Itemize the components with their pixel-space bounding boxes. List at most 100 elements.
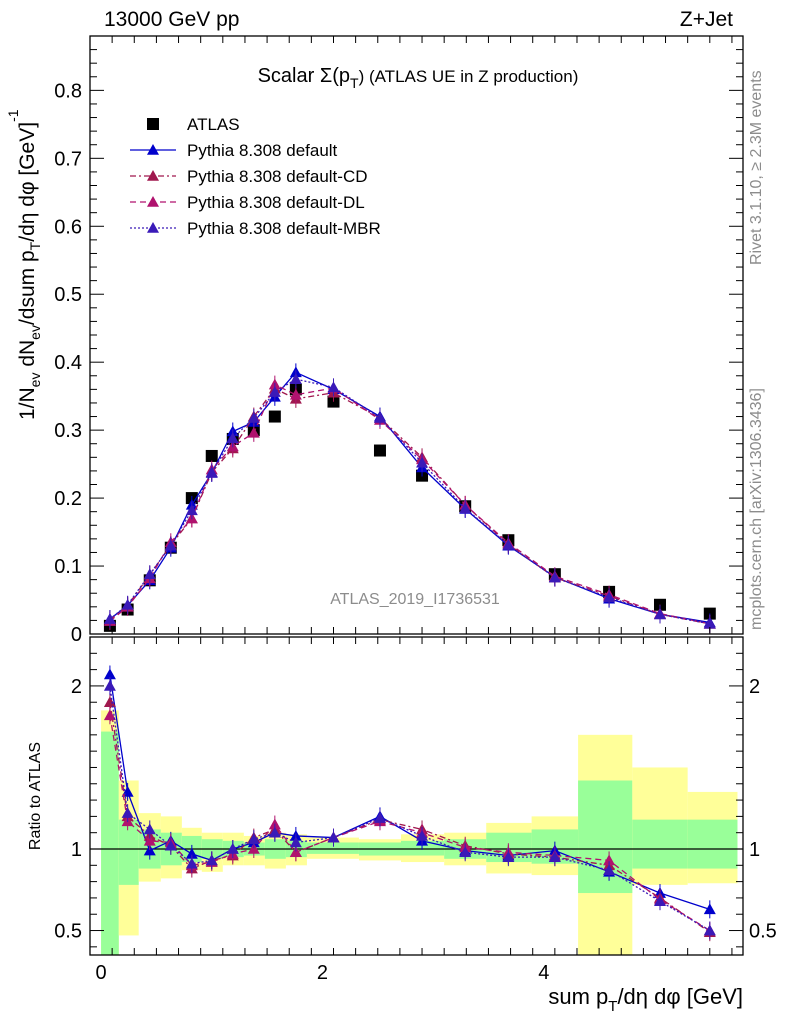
series-marker-3 bbox=[121, 807, 134, 818]
y-tick-label: 0.8 bbox=[54, 80, 82, 102]
series-marker-3 bbox=[548, 851, 561, 862]
collision-label: 13000 GeV pp bbox=[104, 8, 239, 31]
y-tick-label-right: 0.5 bbox=[749, 921, 777, 943]
series-marker-3 bbox=[289, 388, 302, 400]
series-marker-4 bbox=[226, 432, 239, 444]
rivet-label: Rivet 3.1.10, ≥ 2.3M events bbox=[748, 70, 765, 265]
y-tick-label: 0.5 bbox=[54, 284, 82, 306]
legend-marker-atlas bbox=[147, 118, 159, 130]
legend-label: Pythia 8.308 default bbox=[187, 141, 338, 160]
series-marker-4 bbox=[416, 456, 429, 468]
series-marker-4 bbox=[164, 539, 177, 551]
series-marker-3 bbox=[143, 823, 156, 835]
series-marker-3 bbox=[502, 851, 515, 862]
y-label-part: -1 bbox=[5, 109, 21, 122]
series-marker-3 bbox=[164, 839, 177, 851]
uncertainty-band-green bbox=[401, 840, 445, 856]
series-marker-3 bbox=[268, 826, 281, 838]
y-tick-label: 0.3 bbox=[54, 420, 82, 442]
series-marker-4 bbox=[548, 571, 561, 583]
series-marker-3 bbox=[416, 829, 429, 841]
x-label-part: /dη dφ [GeV] bbox=[617, 984, 743, 1009]
series-line-3 bbox=[109, 383, 710, 625]
y-label-part: T bbox=[27, 241, 43, 250]
x-tick-label: 4 bbox=[538, 962, 549, 984]
x-label-sub: T bbox=[608, 998, 617, 1015]
y-tick-label-right: 2 bbox=[749, 676, 760, 698]
series-marker-3 bbox=[703, 924, 716, 936]
uncertainty-band-green bbox=[632, 819, 688, 869]
series-line-4 bbox=[109, 378, 710, 625]
series-marker-3 bbox=[289, 836, 302, 848]
atlas-data-point bbox=[373, 444, 386, 457]
y-label-part: /dη dφ [GeV] bbox=[16, 122, 39, 242]
series-marker-3 bbox=[247, 426, 260, 438]
process-label: Z+Jet bbox=[680, 8, 733, 31]
series-marker-2 bbox=[603, 854, 616, 866]
series-marker-3 bbox=[653, 895, 666, 906]
y-label-part: ev bbox=[27, 325, 43, 340]
uncertainty-band-green bbox=[101, 731, 119, 955]
y-axis-label: 1/Nev dNev/dsum pT/dη dφ [GeV]-1 bbox=[5, 109, 43, 420]
legend: ATLAS Pythia 8.308 default Pythia 8.308 de… bbox=[130, 115, 381, 238]
legend-label: Pythia 8.308 default-DL bbox=[187, 193, 365, 212]
series-marker-4 bbox=[289, 373, 302, 384]
y-tick-label: 0.1 bbox=[54, 556, 82, 578]
y-label-part: /dsum p bbox=[16, 250, 39, 325]
x-tick-label: 0 bbox=[96, 962, 107, 984]
series-marker-0 bbox=[103, 668, 116, 680]
ratio-y-axis-label: Ratio to ATLAS bbox=[27, 742, 44, 850]
series-marker-3 bbox=[327, 831, 340, 843]
y-tick-label: 0.2 bbox=[54, 488, 82, 510]
x-tick-label: 2 bbox=[317, 962, 328, 984]
y-tick-label: 0.7 bbox=[54, 148, 82, 170]
y-label-part: 1/N bbox=[16, 387, 39, 420]
series-marker-4 bbox=[603, 591, 616, 603]
series-marker-2 bbox=[289, 846, 302, 858]
atlas-data-point bbox=[268, 410, 281, 423]
legend-label: ATLAS bbox=[187, 115, 240, 134]
series-marker-4 bbox=[703, 617, 716, 629]
series-marker-0 bbox=[143, 844, 156, 856]
y-label-part: ev bbox=[27, 373, 43, 388]
series-marker-4 bbox=[327, 381, 340, 393]
series-marker-2 bbox=[247, 843, 260, 854]
atlas-data-point bbox=[205, 449, 218, 462]
series-marker-3 bbox=[226, 843, 239, 854]
y-tick-label: 0.5 bbox=[54, 921, 82, 943]
uncertainty-band-green bbox=[687, 819, 738, 869]
legend-label: Pythia 8.308 default-MBR bbox=[187, 219, 381, 238]
series-marker-4 bbox=[502, 538, 515, 550]
chart-title: Scalar Σ(pT) (ATLAS UE in Z production) bbox=[258, 65, 579, 91]
series-marker-3 bbox=[185, 857, 198, 869]
mcplots-label: mcplots.cern.ch [arXiv:1306.3436] bbox=[748, 388, 765, 630]
series-marker-1 bbox=[103, 696, 116, 708]
uncertainty-band-green bbox=[118, 819, 139, 885]
y-tick-label: 0.6 bbox=[54, 216, 82, 238]
legend-marker bbox=[147, 222, 159, 233]
series-marker-3 bbox=[247, 833, 260, 845]
series-marker-4 bbox=[459, 502, 472, 514]
series-marker-0 bbox=[703, 903, 716, 915]
series-marker-3 bbox=[459, 846, 472, 858]
series-marker-4 bbox=[247, 411, 260, 423]
series-marker-3 bbox=[603, 864, 616, 875]
series-marker-4 bbox=[653, 608, 666, 620]
y-tick-label-right: 1 bbox=[749, 839, 760, 861]
series-marker-3 bbox=[373, 812, 386, 823]
ratio-frame bbox=[89, 636, 744, 956]
series-marker-0 bbox=[185, 847, 198, 859]
series-marker-4 bbox=[103, 613, 116, 624]
x-axis-label: sum pT/dη dφ [GeV] bbox=[548, 984, 743, 1015]
legend-label: Pythia 8.308 default-CD bbox=[187, 167, 368, 186]
series-marker-2 bbox=[103, 709, 116, 721]
series-marker-2 bbox=[143, 834, 156, 846]
y-label-part: dN bbox=[16, 340, 39, 373]
series-marker-4 bbox=[185, 504, 198, 516]
title-sub: T bbox=[350, 75, 359, 91]
series-line-2 bbox=[109, 387, 710, 625]
series-marker-4 bbox=[121, 598, 134, 610]
legend-marker bbox=[147, 196, 159, 207]
y-tick-label: 2 bbox=[71, 676, 82, 698]
uncertainty-band-green bbox=[306, 842, 359, 854]
